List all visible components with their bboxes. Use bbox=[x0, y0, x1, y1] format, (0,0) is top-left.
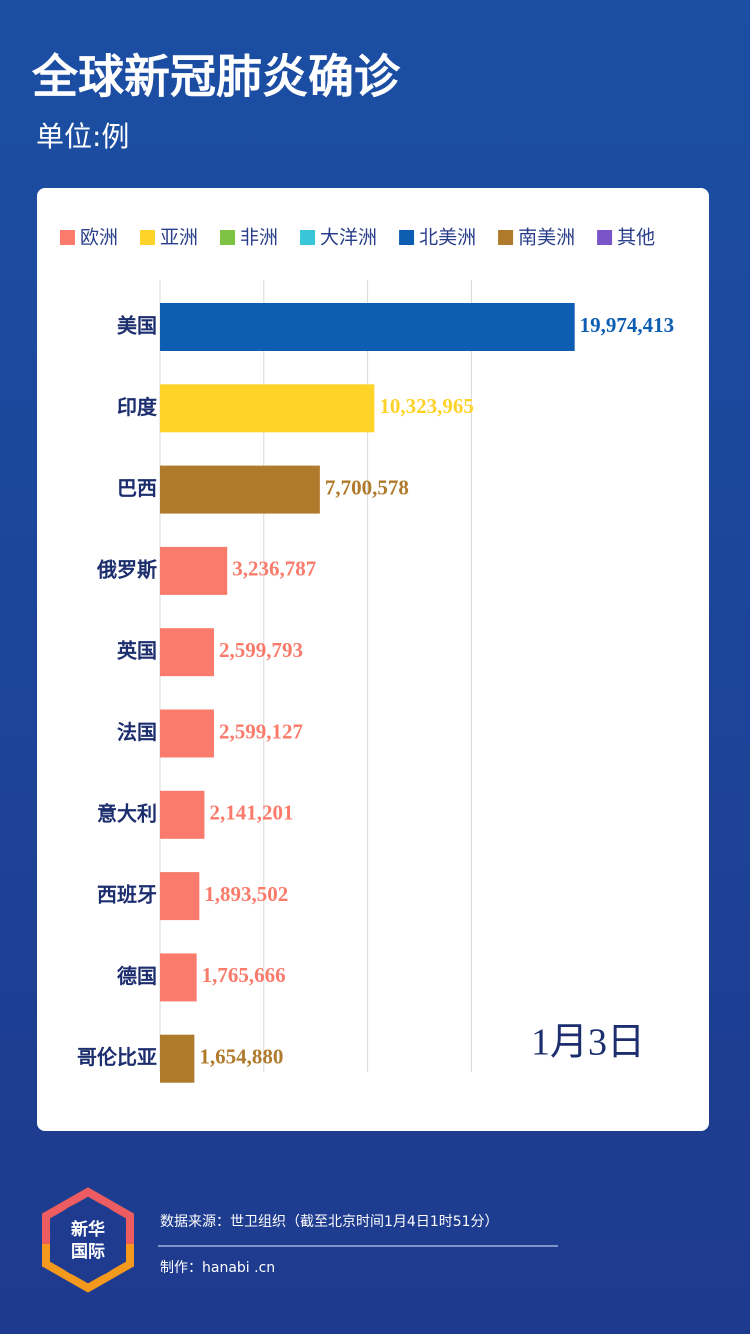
y-tick-label: 法国 bbox=[117, 720, 157, 744]
y-tick-label: 俄罗斯 bbox=[96, 557, 157, 581]
logo-text: 新华 bbox=[71, 1219, 105, 1240]
value-label: 19,974,413 bbox=[580, 313, 675, 337]
y-tick-label: 英国 bbox=[117, 639, 157, 663]
legend-label: 非洲 bbox=[240, 227, 278, 249]
value-label: 3,236,787 bbox=[232, 557, 316, 581]
legend-swatch bbox=[597, 230, 613, 245]
legend-label: 欧洲 bbox=[80, 227, 118, 249]
value-label: 2,599,793 bbox=[219, 638, 303, 662]
legend-swatch bbox=[220, 230, 236, 245]
bar bbox=[160, 546, 228, 595]
legend-label: 亚洲 bbox=[160, 227, 198, 249]
value-label: 10,323,965 bbox=[379, 394, 474, 418]
legend-swatch bbox=[300, 230, 316, 245]
bar bbox=[160, 953, 197, 1002]
bar bbox=[160, 1034, 195, 1083]
y-tick-label: 巴西 bbox=[117, 476, 157, 500]
value-label: 2,141,201 bbox=[209, 801, 293, 825]
y-tick-label: 意大利 bbox=[97, 801, 157, 825]
legend-label: 北美洲 bbox=[419, 227, 476, 249]
logo-text: 国际 bbox=[71, 1242, 105, 1262]
y-tick-label: 西班牙 bbox=[97, 883, 157, 907]
y-tick-label: 哥伦比亚 bbox=[77, 1045, 157, 1069]
legend-swatch bbox=[399, 230, 415, 245]
bar bbox=[160, 872, 200, 921]
bar bbox=[160, 303, 575, 351]
value-label: 1,893,502 bbox=[204, 882, 288, 906]
legend-swatch bbox=[498, 230, 514, 245]
value-label: 1,765,666 bbox=[202, 963, 286, 987]
credit-note: 制作：hanabi .cn bbox=[160, 1260, 275, 1276]
value-label: 7,700,578 bbox=[325, 475, 409, 499]
logo: 新华 国际 bbox=[42, 1187, 134, 1293]
bar bbox=[160, 384, 375, 433]
legend-label: 南美洲 bbox=[518, 227, 575, 249]
value-label: 1,654,880 bbox=[199, 1045, 283, 1069]
legend-swatch bbox=[60, 230, 75, 245]
date-annotation: 1月3日 bbox=[531, 1022, 645, 1064]
legend-swatch bbox=[140, 230, 156, 245]
bar bbox=[160, 628, 214, 677]
chart-subtitle: 单位:例 bbox=[36, 120, 129, 153]
value-label: 2,599,127 bbox=[219, 719, 303, 743]
y-tick-label: 美国 bbox=[117, 314, 157, 338]
source-note: 数据来源：世卫组织（截至北京时间1月4日1时51分） bbox=[160, 1214, 499, 1230]
bar bbox=[160, 790, 205, 839]
bar bbox=[160, 709, 214, 758]
logo-disc bbox=[50, 1202, 126, 1278]
legend-label: 其他 bbox=[617, 227, 655, 249]
bar bbox=[160, 465, 320, 514]
y-tick-label: 德国 bbox=[117, 964, 157, 988]
legend-label: 大洋洲 bbox=[320, 227, 377, 249]
chart-title: 全球新冠肺炎确诊 bbox=[31, 50, 401, 104]
y-tick-label: 印度 bbox=[117, 395, 158, 419]
